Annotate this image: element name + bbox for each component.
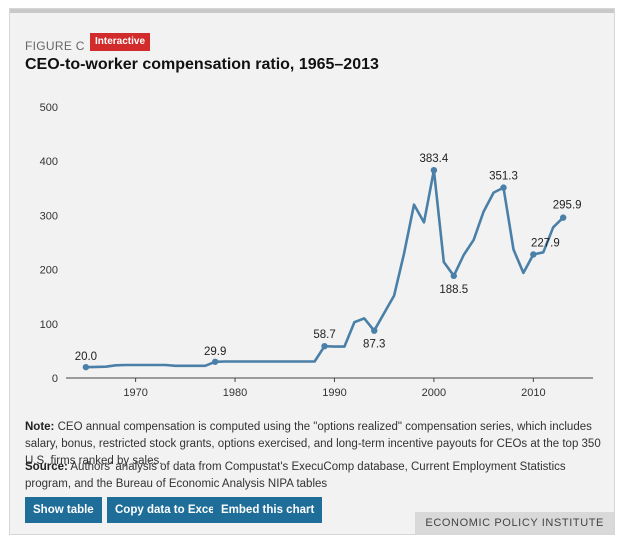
- y-tick-label: 400: [40, 156, 58, 168]
- source-text: Source: Authors' analysis of data from C…: [25, 459, 605, 493]
- data-point: [530, 251, 537, 258]
- x-tick-label: 1980: [223, 387, 247, 399]
- data-point: [321, 342, 328, 350]
- x-tick-label: 1970: [123, 387, 147, 399]
- data-point: [371, 327, 378, 334]
- x-tick-label: 2010: [521, 387, 545, 399]
- figure-label: FIGURE C: [25, 39, 85, 53]
- x-tick-label: 1990: [322, 387, 346, 399]
- data-point: [500, 184, 507, 191]
- data-label: 20.0: [75, 351, 97, 363]
- figure-panel: FIGURE C Interactive CEO-to-worker compe…: [9, 8, 615, 535]
- data-label: 188.5: [439, 284, 468, 296]
- y-tick-label: 100: [40, 319, 58, 331]
- data-point: [559, 214, 567, 221]
- data-point: [450, 272, 457, 280]
- y-tick-label: 300: [40, 210, 58, 222]
- y-tick-label: 0: [52, 373, 58, 385]
- data-label: 87.3: [363, 339, 385, 351]
- line-chart: 0 100 200 300 400 500 1970 1980 1990 2000 2010 20.0…: [40, 102, 593, 399]
- note-label: Note:: [25, 421, 55, 433]
- data-point: [430, 166, 438, 174]
- embed-chart-button[interactable]: Embed this chart: [213, 497, 323, 523]
- data-label: 227.9: [531, 237, 560, 249]
- interactive-badge: Interactive: [90, 33, 151, 51]
- data-label: 351.3: [489, 171, 518, 183]
- y-tick-label: 200: [40, 265, 58, 277]
- x-tick-label: 2000: [422, 387, 446, 399]
- data-label: 383.4: [420, 153, 449, 165]
- show-table-button[interactable]: Show table: [25, 497, 102, 523]
- source-label: Source:: [25, 461, 68, 473]
- data-point: [211, 358, 219, 365]
- brand-label: ECONOMIC POLICY INSTITUTE: [415, 512, 614, 534]
- data-label: 29.9: [204, 346, 226, 358]
- y-tick-label: 500: [40, 102, 58, 114]
- data-point: [82, 363, 90, 371]
- source-body: Authors' analysis of data from Compustat…: [25, 461, 566, 490]
- note-text: Note: CEO annual compensation is compute…: [25, 419, 605, 470]
- chart-title: CEO-to-worker compensation ratio, 1965–2…: [25, 56, 379, 73]
- top-border: [10, 9, 614, 13]
- copy-excel-button[interactable]: Copy data to Excel: [107, 497, 226, 523]
- data-label: 58.7: [313, 329, 335, 341]
- data-label: 295.9: [553, 200, 582, 212]
- note-body: CEO annual compensation is computed usin…: [25, 421, 601, 467]
